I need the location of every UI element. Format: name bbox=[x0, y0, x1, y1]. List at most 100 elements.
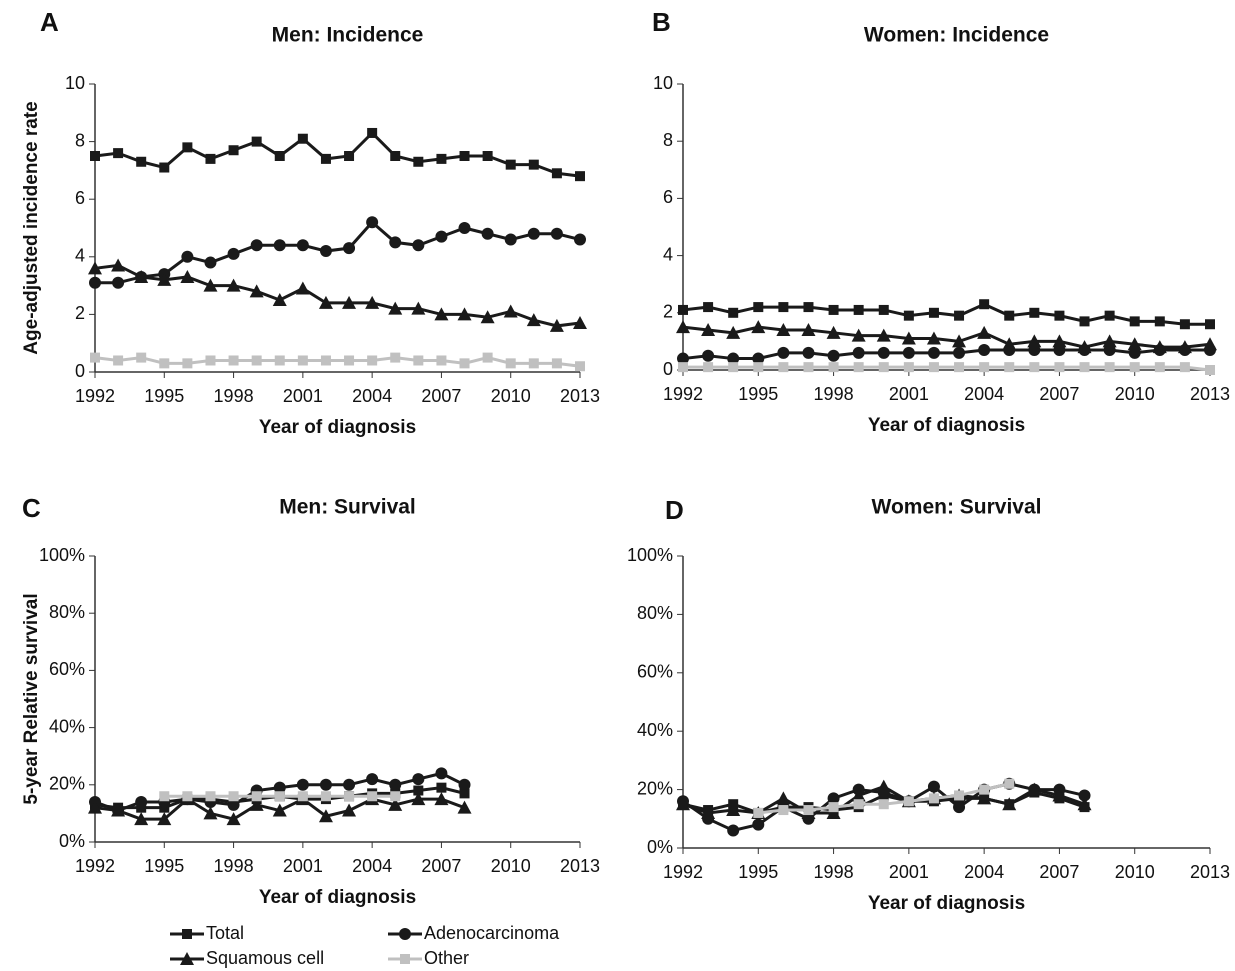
x-tick-label: 2001 bbox=[889, 384, 929, 404]
marker bbox=[111, 258, 126, 272]
series-line bbox=[94, 356, 581, 368]
marker bbox=[297, 133, 308, 144]
marker bbox=[927, 346, 940, 359]
marker bbox=[344, 791, 355, 802]
x-tick-label: 1995 bbox=[144, 386, 184, 406]
marker bbox=[480, 310, 495, 324]
marker bbox=[436, 153, 447, 164]
marker bbox=[978, 343, 991, 356]
marker bbox=[180, 952, 194, 965]
y-tick-label: 2 bbox=[75, 303, 85, 323]
marker bbox=[703, 362, 714, 373]
marker bbox=[134, 812, 149, 826]
x-axis-label: Year of diagnosis bbox=[259, 417, 416, 438]
marker bbox=[367, 791, 378, 802]
marker bbox=[481, 227, 494, 240]
marker bbox=[977, 791, 992, 805]
marker bbox=[434, 307, 449, 321]
marker bbox=[953, 346, 966, 359]
marker bbox=[778, 302, 789, 313]
marker bbox=[249, 284, 264, 298]
y-tick-label: 10 bbox=[653, 73, 673, 93]
marker bbox=[366, 773, 379, 786]
marker bbox=[182, 358, 193, 369]
marker bbox=[228, 791, 239, 802]
marker bbox=[297, 791, 308, 802]
marker bbox=[928, 362, 939, 373]
marker bbox=[753, 362, 764, 373]
marker bbox=[273, 781, 286, 794]
marker bbox=[413, 785, 424, 796]
marker bbox=[1077, 797, 1092, 811]
marker bbox=[573, 316, 587, 330]
marker bbox=[1203, 337, 1217, 351]
marker bbox=[228, 355, 239, 366]
marker bbox=[1205, 365, 1215, 375]
y-tick-label: 100% bbox=[627, 545, 673, 565]
marker bbox=[549, 318, 564, 332]
marker bbox=[182, 791, 193, 802]
marker bbox=[803, 362, 814, 373]
series-line bbox=[94, 263, 581, 328]
marker bbox=[877, 346, 890, 359]
y-tick-label: 8 bbox=[75, 130, 85, 150]
y-tick-label: 6 bbox=[75, 188, 85, 208]
marker bbox=[1029, 307, 1040, 318]
marker bbox=[436, 355, 447, 366]
marker bbox=[928, 307, 939, 318]
panel-label: A bbox=[40, 7, 59, 37]
marker bbox=[182, 929, 192, 939]
marker bbox=[459, 788, 470, 799]
marker bbox=[343, 778, 356, 791]
marker bbox=[1027, 334, 1042, 348]
marker bbox=[753, 807, 764, 818]
marker bbox=[228, 145, 239, 156]
marker bbox=[778, 805, 789, 816]
x-axis-label: Year of diagnosis bbox=[868, 893, 1025, 914]
marker bbox=[1029, 362, 1040, 373]
marker bbox=[1179, 319, 1190, 330]
marker bbox=[551, 358, 562, 369]
marker bbox=[979, 362, 990, 373]
x-tick-label: 2010 bbox=[1115, 384, 1155, 404]
marker bbox=[727, 824, 740, 837]
y-tick-label: 20% bbox=[637, 778, 673, 798]
marker bbox=[503, 304, 518, 318]
series-line bbox=[94, 130, 581, 178]
legend-label: Total bbox=[206, 923, 244, 943]
marker bbox=[159, 358, 170, 369]
marker bbox=[676, 320, 690, 334]
series-line bbox=[682, 348, 1210, 361]
y-tick-label: 80% bbox=[49, 602, 85, 622]
marker bbox=[676, 797, 690, 811]
marker bbox=[728, 307, 739, 318]
series-line bbox=[682, 302, 1210, 326]
marker bbox=[412, 773, 425, 786]
marker bbox=[399, 928, 411, 940]
x-tick-label: 2013 bbox=[1190, 862, 1230, 882]
marker bbox=[343, 242, 356, 255]
y-tick-label: 4 bbox=[75, 246, 85, 266]
marker bbox=[1177, 340, 1192, 354]
marker bbox=[853, 304, 864, 315]
marker bbox=[295, 281, 310, 295]
marker bbox=[1077, 340, 1092, 354]
marker bbox=[390, 791, 401, 802]
marker bbox=[435, 230, 448, 243]
marker bbox=[159, 791, 170, 802]
marker bbox=[678, 304, 688, 315]
marker bbox=[876, 779, 891, 793]
marker bbox=[852, 346, 865, 359]
marker bbox=[296, 239, 309, 252]
marker bbox=[274, 151, 285, 161]
y-tick-label: 60% bbox=[49, 659, 85, 679]
marker bbox=[390, 151, 401, 161]
x-tick-label: 1992 bbox=[75, 386, 115, 406]
y-tick-label: 2 bbox=[663, 302, 673, 322]
panel-label: D bbox=[665, 495, 684, 525]
marker bbox=[412, 239, 425, 252]
marker bbox=[575, 171, 585, 182]
marker bbox=[388, 301, 403, 315]
marker bbox=[828, 362, 839, 373]
